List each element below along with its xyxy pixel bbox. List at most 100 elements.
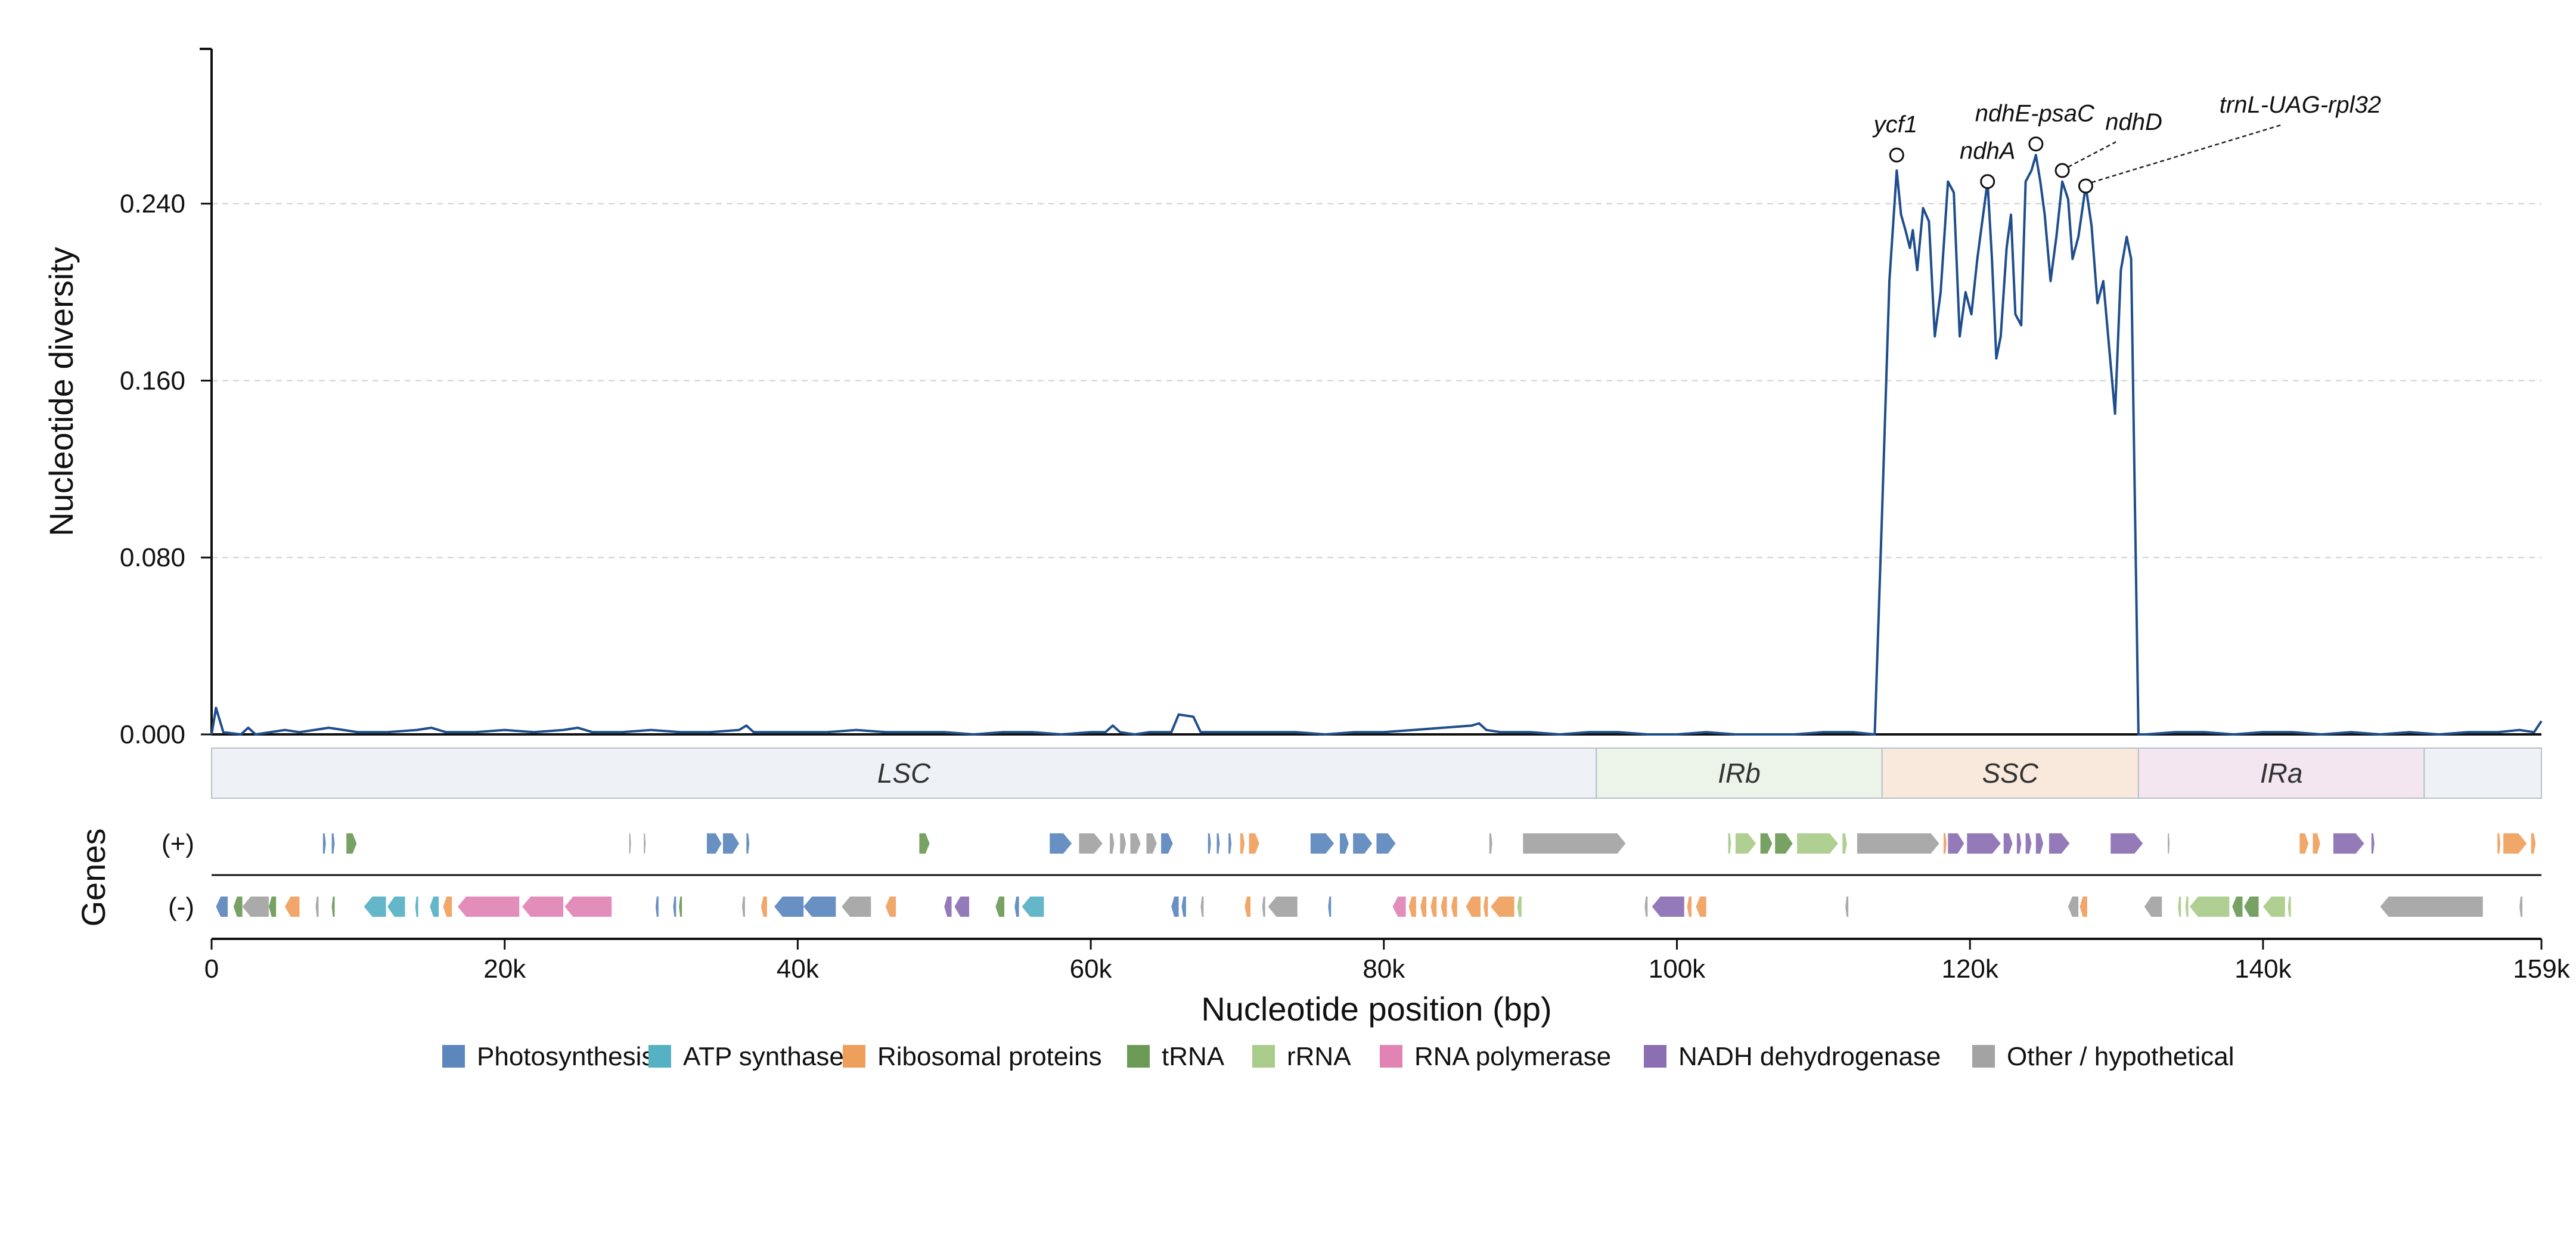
legend-item-label: Other / hypothetical bbox=[2007, 1042, 2234, 1071]
y-tick-label: 0.000 bbox=[120, 720, 185, 749]
gene-plus bbox=[2168, 833, 2170, 854]
x-tick-label: 60k bbox=[1070, 954, 1113, 984]
gene-minus bbox=[1420, 897, 1427, 917]
gene-plus bbox=[331, 833, 335, 854]
gene-minus bbox=[842, 897, 871, 917]
gene-plus bbox=[1842, 833, 1847, 854]
gene-minus bbox=[1644, 897, 1648, 917]
gene-plus bbox=[706, 833, 722, 854]
region-label: IRa bbox=[2260, 758, 2303, 789]
legend-swatch bbox=[1127, 1045, 1150, 1068]
gene-plus bbox=[746, 833, 750, 854]
gene-minus bbox=[415, 897, 418, 917]
gene-minus bbox=[1244, 897, 1251, 917]
gene-plus bbox=[1967, 833, 2001, 854]
gene-plus bbox=[1161, 833, 1173, 854]
gene-minus bbox=[1181, 897, 1186, 917]
gene-plus bbox=[1208, 833, 1211, 854]
gene-plus bbox=[1146, 833, 1157, 854]
gene-plus bbox=[1728, 833, 1731, 854]
gene-plus bbox=[1249, 833, 1259, 854]
y-ticks: 0.000 0.080 0.160 0.240 bbox=[120, 190, 212, 749]
region-label: IRb bbox=[1718, 758, 1761, 789]
gene-minus bbox=[2144, 897, 2162, 917]
peak-annotations: ycf1 ndhA ndhE-psaC ndhD trnL-UAG-rpl32 bbox=[1872, 92, 2381, 194]
gene-plus bbox=[2531, 833, 2536, 854]
gene-minus bbox=[233, 897, 243, 917]
gene-minus bbox=[364, 897, 386, 917]
gene-minus bbox=[2189, 897, 2230, 917]
legend-item-label: NADH dehydrogenase bbox=[1678, 1042, 1941, 1071]
gene-plus bbox=[1310, 833, 1334, 854]
gene-minus bbox=[331, 897, 335, 917]
diversity-line bbox=[210, 154, 2543, 736]
gene-minus bbox=[995, 897, 1005, 917]
gene-plus bbox=[2111, 833, 2143, 854]
gene-minus bbox=[1696, 897, 1706, 917]
annotation-marker bbox=[2078, 178, 2093, 194]
y-gridlines bbox=[212, 203, 2541, 559]
x-tick-label: 100k bbox=[1649, 954, 1706, 984]
annotation-leader bbox=[2068, 141, 2116, 168]
gene-plus bbox=[2003, 833, 2013, 854]
gene-minus bbox=[673, 897, 676, 917]
gene-minus bbox=[2068, 897, 2079, 917]
gene-minus bbox=[885, 897, 896, 917]
region-block bbox=[2137, 748, 2425, 799]
y-tick-label: 0.160 bbox=[120, 366, 185, 395]
gene-minus bbox=[954, 897, 970, 917]
gene-plus bbox=[1130, 833, 1141, 854]
gene-plus bbox=[1050, 833, 1072, 854]
y-axis-title: Nucleotide diversity bbox=[42, 247, 80, 536]
x-tick-label: 40k bbox=[777, 954, 820, 984]
gene-plus bbox=[1523, 833, 1626, 854]
genome-regions-bar: LSC IRb SSC IRa bbox=[211, 748, 2543, 799]
annotation-label: ndhD bbox=[2105, 109, 2162, 135]
gene-minus bbox=[1171, 897, 1179, 917]
gene-plus bbox=[1120, 833, 1126, 854]
annotation-label: ndhE-psaC bbox=[1975, 101, 2095, 127]
gene-minus bbox=[284, 897, 300, 917]
gene-plus bbox=[1857, 833, 1939, 854]
gene-minus bbox=[1491, 897, 1514, 917]
gene-plus bbox=[1340, 833, 1349, 854]
gene-plus bbox=[1948, 833, 1964, 854]
legend: Photosynthesis ATP synthase Ribosomal prot… bbox=[442, 1042, 2234, 1071]
gene-plus bbox=[644, 833, 646, 854]
plus-strand-label: (+) bbox=[162, 829, 194, 858]
gene-minus bbox=[1262, 897, 1265, 917]
legend-item-label: Ribosomal proteins bbox=[877, 1042, 1102, 1071]
gene-minus bbox=[1022, 897, 1044, 917]
gene-minus bbox=[655, 897, 659, 917]
gene-minus bbox=[2380, 897, 2483, 917]
x-tick-label: 0 bbox=[204, 954, 219, 984]
gene-plus bbox=[322, 833, 326, 854]
gene-minus bbox=[315, 897, 319, 917]
gene-plus bbox=[919, 833, 930, 854]
legend-item-label: ATP synthase bbox=[683, 1042, 844, 1071]
region-block bbox=[2423, 748, 2543, 799]
annotation-leader bbox=[2091, 123, 2283, 184]
annotation-marker bbox=[1889, 147, 1904, 163]
gene-plus bbox=[2299, 833, 2309, 854]
region-label: SSC bbox=[1982, 758, 2039, 789]
gene-minus bbox=[2178, 897, 2181, 917]
gene-minus bbox=[1408, 897, 1416, 917]
gene-minus bbox=[1268, 897, 1298, 917]
gene-plus bbox=[2016, 833, 2022, 854]
legend-swatch bbox=[442, 1045, 465, 1068]
region-label: LSC bbox=[877, 758, 931, 789]
gene-minus bbox=[1392, 897, 1406, 917]
gene-plus bbox=[1216, 833, 1220, 854]
gene-minus bbox=[1466, 897, 1481, 917]
x-tick-label: 120k bbox=[1941, 954, 1998, 984]
gene-plus bbox=[1353, 833, 1373, 854]
gene-minus bbox=[564, 897, 612, 917]
gene-minus bbox=[268, 897, 277, 917]
gene-minus bbox=[1845, 897, 1849, 917]
gene-minus bbox=[944, 897, 952, 917]
gene-plus bbox=[1760, 833, 1773, 854]
diversity-series-line bbox=[210, 154, 2543, 736]
gene-minus bbox=[741, 897, 745, 917]
